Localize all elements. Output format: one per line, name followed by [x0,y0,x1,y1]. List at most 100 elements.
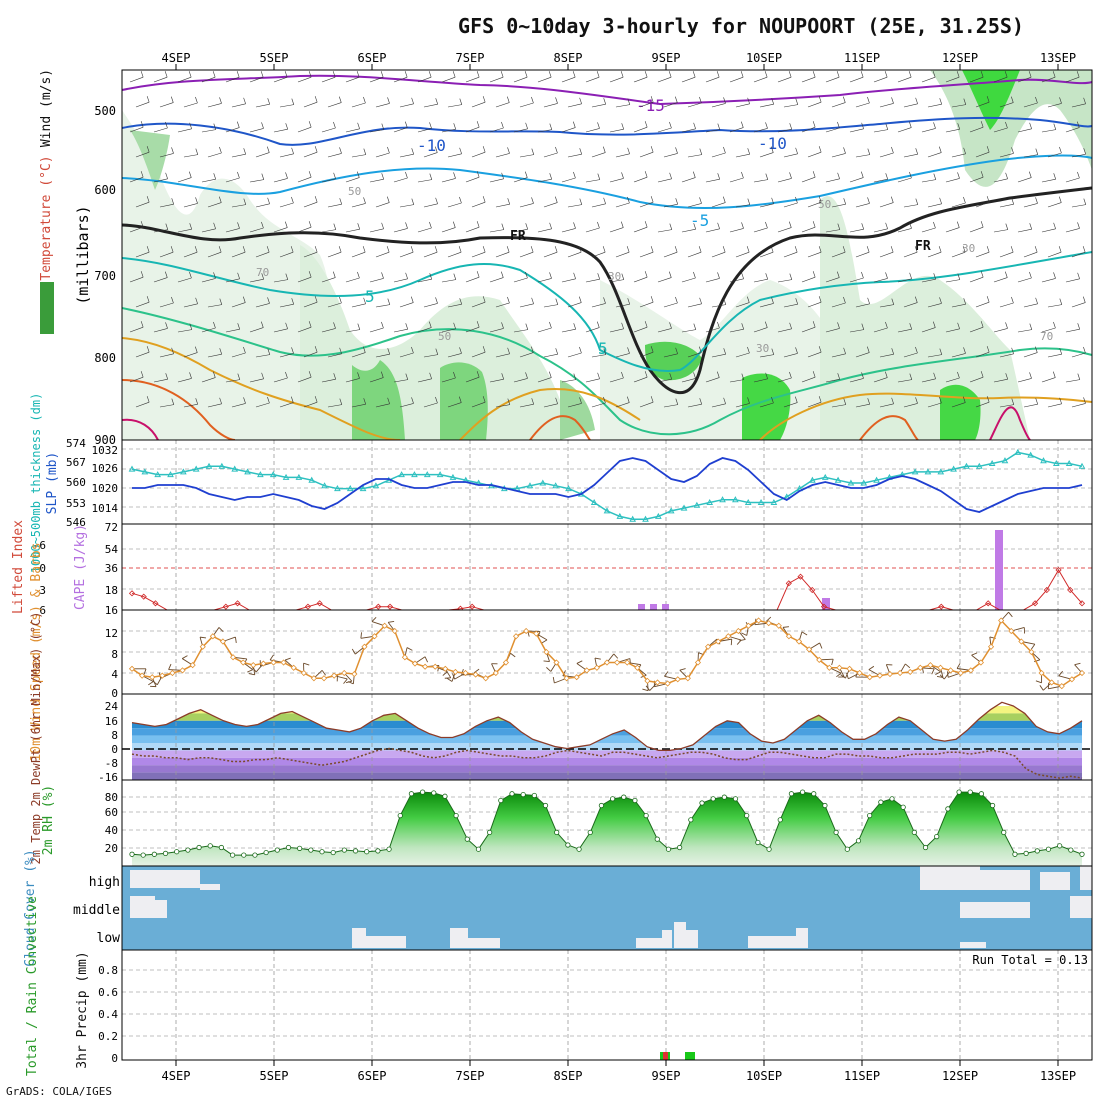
wind-speed-point [725,633,732,640]
thickness-point [1078,462,1086,469]
upper-wind-barb [399,204,414,208]
cloud-low-block [960,942,986,948]
upper-wind-barb-flag [339,296,342,304]
upper-wind-barb-flag [308,221,312,228]
upper-wind-barb [561,379,576,383]
upper-wind-barb [825,277,840,283]
thickness-tick: 553 [66,497,86,510]
rh-point [922,844,929,851]
upper-wind-barb [447,153,462,158]
upper-wind-barb [321,127,336,133]
upper-wind-barb [705,228,720,233]
credit-text: GrADS: COLA/IGES [6,1085,112,1098]
upper-wind-barb-flag [261,173,265,180]
upper-wind-barb [807,151,822,158]
upper-wind-barb [657,229,672,233]
upper-wind-barb-flag [387,348,391,355]
upper-wind-barb-flag [933,122,936,129]
upper-wind-barb [1017,277,1032,283]
cloud-low-block [748,936,808,948]
upper-wind-barb-flag [884,71,888,78]
upper-wind-barb [135,351,150,358]
upper-wind-barb [495,203,510,208]
upper-wind-barb [855,154,870,158]
upper-wind-barb-flag [860,71,864,78]
upper-wind-barb-flag [699,297,702,304]
bottom-day-labels: 4SEP 5SEP 6SEP 7SEP 8SEP 9SEP 10SEP 11SE… [162,1069,1077,1083]
upper-wind-barb-flag [578,246,582,253]
upper-wind-barb-flag [1035,148,1039,155]
upper-wind-barb [969,76,984,83]
lifted-index-point [375,603,382,610]
wind-barb-flag [801,631,808,636]
top-day-label: 7SEP [456,51,485,65]
isotherm-10 [121,307,1093,436]
upper-wind-barb [591,251,606,258]
upper-wind-barb [663,153,678,158]
precip-total-bar [685,1052,695,1060]
upper-wind-barb-flag [693,372,696,379]
contour-label: 5 [598,339,608,358]
wind-speed-point [967,667,974,674]
upper-wind-barb [321,229,336,233]
upper-wind-barb [153,76,168,83]
upper-wind-barb [849,329,864,333]
cape-bar [662,604,669,610]
upper-wind-barb-flag [621,273,625,280]
upper-wind-barb [519,303,534,308]
upper-wind-barb-flag [843,398,847,405]
upper-wind-barb [783,202,798,208]
upper-wind-barb-flag [699,346,702,353]
thickness-point [539,479,547,486]
upper-wind-barb-flag [986,396,990,403]
upper-wind-barb-flag [818,396,822,403]
upper-wind-barb-flag [1011,347,1014,354]
upper-wind-barb [1071,153,1086,158]
upper-wind-barb-flag [555,146,558,154]
rh-point [297,845,303,851]
wind-speed-point [684,675,691,682]
rh-area [742,373,791,440]
upper-wind-barb-flag [213,222,216,229]
upper-wind-barb [255,251,270,258]
upper-wind-barb [1041,178,1056,183]
wind-barb-flag [321,670,326,676]
upper-wind-barb-flag [429,173,433,180]
upper-wind-barb [687,203,702,208]
upper-wind-barb-flag [812,271,816,278]
wind-barb-flag [546,667,552,672]
upper-wind-barb-flag [308,171,312,178]
upper-wind-barb [489,277,504,283]
upper-wind-barb-flag [1005,322,1008,329]
thickness-point [732,496,739,503]
upper-wind-barb-flag [789,371,792,379]
cloud-mid-block [130,896,155,918]
upper-wind-barb-flag [579,296,582,303]
upper-wind-barb [873,228,888,233]
upper-wind-barb-flag [219,298,223,305]
upper-wind-barb-flag [909,323,913,330]
thickness-point [988,459,996,466]
upper-wind-barb [279,202,294,208]
upper-wind-barb-flag [789,322,792,329]
upper-wind-barb [825,378,840,383]
upper-wind-barb [561,76,576,83]
wind-barb-flag [303,662,310,666]
lifted-index-point [152,600,159,607]
cloud-row-label: low [97,931,121,946]
upper-wind-barb [519,352,534,358]
upper-wind-barb [777,279,792,283]
upper-wind-barb [417,179,432,183]
wind-barb-flag [351,648,356,655]
upper-wind-barb [423,152,438,158]
upper-wind-barb-flag [453,322,456,329]
upper-wind-barb [129,126,144,133]
lifted-index-point [234,600,241,607]
rh-point [911,829,917,836]
upper-wind-barb [945,377,960,383]
upper-wind-barb-flag [1082,246,1086,253]
upper-wind-barb-flag [434,246,438,253]
upper-wind-barb [921,76,936,83]
wind-barb-flag [819,642,823,649]
upper-wind-barb [225,76,240,83]
